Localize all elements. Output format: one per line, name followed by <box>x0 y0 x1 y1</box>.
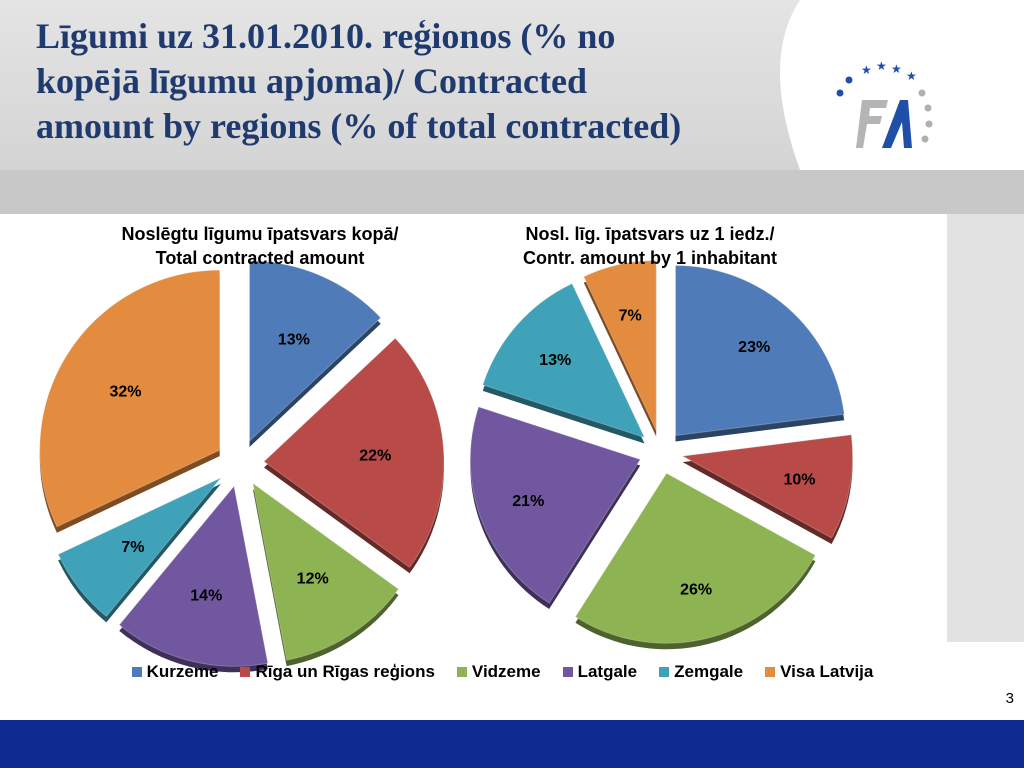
pie-slice-label-riga: 10% <box>783 471 815 488</box>
logo-dots <box>836 76 933 143</box>
chart-title-total: Noslēgtu līgumu īpatsvars kopā/ Total co… <box>121 224 399 268</box>
legend-swatch <box>131 667 142 677</box>
pie-slice-label-riga: 22% <box>359 448 391 465</box>
pie-slice-label-latgale: 14% <box>190 587 222 604</box>
svg-text:★: ★ <box>891 62 902 76</box>
pie-slice-label-kurzeme: 13% <box>278 332 310 349</box>
chart-title-per-inhabitant: Nosl. līg. īpatsvars uz 1 iedz./ Contr. … <box>522 224 777 268</box>
legend-swatch <box>562 667 573 677</box>
pie-slice-latgale <box>118 485 269 667</box>
legend-item-riga: Rīga un Rīgas reģions <box>240 662 435 682</box>
legend-item-kurzeme: Kurzeme <box>131 662 219 682</box>
pie-slice-riga <box>681 434 854 539</box>
pie-slice-label-vidzeme: 12% <box>297 571 329 588</box>
pie-slice-label-vidzeme: 26% <box>680 582 712 599</box>
pie-slice-riga <box>263 337 445 568</box>
pie-slice-label-latgale: 21% <box>512 493 544 510</box>
logo-stars: ★ ★ ★ ★ <box>861 59 917 83</box>
legend-swatch <box>240 667 251 677</box>
legend-item-zemgale: Zemgale <box>659 662 743 682</box>
pie-slice-visa-latvija <box>583 259 657 431</box>
svg-text:★: ★ <box>861 63 872 77</box>
pie-slice-visa-latvija <box>39 269 221 528</box>
pie-chart-total: 13% 22% 12% 14% 7% 32% <box>39 260 445 673</box>
legend-label: Latgale <box>577 662 638 681</box>
logo-fm-letters <box>856 100 912 148</box>
legend-label: Kurzeme <box>146 662 219 681</box>
legend-item-latgale: Latgale <box>562 662 638 682</box>
legend-label: Rīga un Rīgas reģions <box>255 662 435 681</box>
pie-slice-zemgale <box>482 282 646 439</box>
header-stripe <box>0 170 1024 214</box>
legend-swatch <box>765 667 776 677</box>
pie-slice-zemgale <box>57 477 222 618</box>
pie-slice-latgale <box>469 406 642 604</box>
svg-text:★: ★ <box>876 59 887 73</box>
pie-slice-label-visa-latvija: 7% <box>619 307 642 324</box>
pie-slice-vidzeme <box>252 482 400 661</box>
page-number: 3 <box>1005 690 1014 707</box>
legend-item-vidzeme: Vidzeme <box>456 662 541 682</box>
legend-label: Vidzeme <box>471 662 541 681</box>
legend-item-visa-latvija: Visa Latvija <box>765 662 873 682</box>
legend-swatch <box>456 667 467 677</box>
pie-chart-per-inhabitant: 23% 10% 26% 21% 13% 7% <box>469 259 854 650</box>
right-grey-panel <box>947 214 1024 642</box>
slide-title: Līgumi uz 31.01.2010. reģionos (% no kop… <box>36 16 682 146</box>
pie-slice-label-zemgale: 13% <box>539 352 571 369</box>
pie-slice-kurzeme <box>249 260 382 443</box>
footer-bar <box>0 720 1024 768</box>
legend-swatch <box>659 667 670 677</box>
legend-label: Zemgale <box>674 662 744 681</box>
fm-logo: ★ ★ ★ ★ <box>780 0 1024 170</box>
pie-slice-vidzeme <box>574 472 817 644</box>
pie-slice-kurzeme <box>675 264 845 437</box>
pie-slice-label-visa-latvija: 32% <box>109 383 141 400</box>
pie-slice-label-zemgale: 7% <box>121 539 144 556</box>
svg-text:★: ★ <box>906 69 917 83</box>
legend: Kurzeme Rīga un Rīgas reģions Vidzeme La… <box>58 660 947 684</box>
pie-slice-label-kurzeme: 23% <box>738 339 770 356</box>
legend-label: Visa Latvija <box>780 662 874 681</box>
